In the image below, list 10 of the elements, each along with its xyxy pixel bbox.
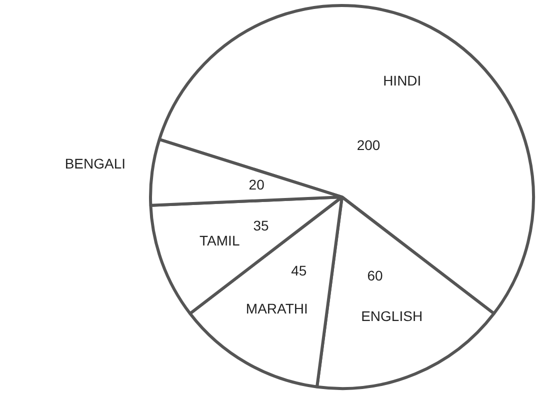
data-label: 60 [367, 267, 383, 284]
slice-label: ENGLISH [361, 308, 423, 324]
slice-label: BENGALI [64, 155, 126, 172]
data-label: 45 [291, 262, 307, 278]
slice-label: TAMIL [200, 232, 240, 248]
slice-label: HINDI [383, 72, 422, 88]
data-label: 200 [356, 136, 380, 153]
data-label: 20 [248, 176, 265, 193]
data-label: 35 [253, 217, 270, 234]
slice-label: MARATHI [246, 300, 308, 317]
